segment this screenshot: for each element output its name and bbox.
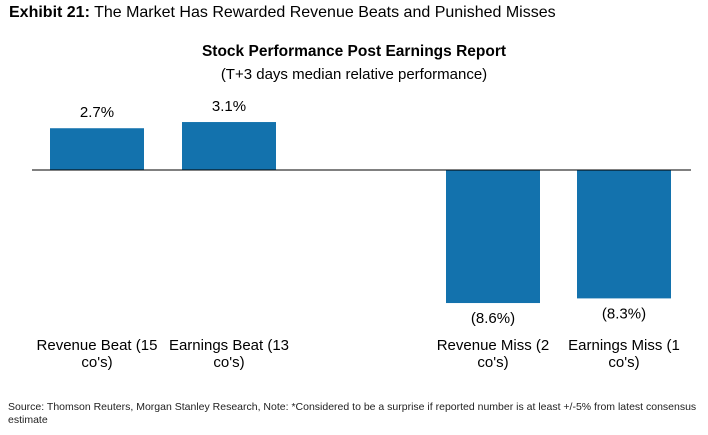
category-label-1-line-2: co's): [81, 354, 112, 371]
category-label-1-line-1: Revenue Beat (15: [37, 337, 158, 354]
exhibit-number: Exhibit 21:: [9, 4, 90, 21]
exhibit-title: The Market Has Rewarded Revenue Beats an…: [94, 4, 556, 21]
category-label-2-line-2: co's): [213, 354, 244, 371]
category-label-2-line-1: Earnings Beat (13: [169, 337, 289, 354]
bar-3: [446, 170, 540, 304]
data-label-4: (8.3%): [602, 305, 646, 322]
data-label-1: 2.7%: [80, 104, 114, 121]
category-label-3-line-2: co's): [477, 354, 508, 371]
bar-1: [50, 128, 144, 170]
chart-title: Stock Performance Post Earnings Report: [201, 43, 507, 60]
category-label-4-line-1: Earnings Miss (1: [568, 337, 680, 354]
bar-4: [577, 170, 671, 299]
chart-subtitle: (T+3 days median relative performance): [220, 66, 488, 83]
bar-chart: 2.7% 3.1%(8.6%) (8.3%)Revenue Beat (15co's…: [32, 98, 691, 371]
category-label-4-line-2: co's): [608, 354, 639, 371]
bar-2: [182, 122, 276, 170]
category-label-3-line-1: Revenue Miss (2: [437, 337, 550, 354]
source-note: Source: Thomson Reuters, Morgan Stanley …: [8, 401, 697, 426]
data-label-2: 3.1%: [212, 98, 246, 115]
data-label-3: (8.6%): [471, 310, 515, 327]
exhibit-heading: Exhibit 21: The Market Has Rewarded Reve…: [9, 4, 556, 22]
